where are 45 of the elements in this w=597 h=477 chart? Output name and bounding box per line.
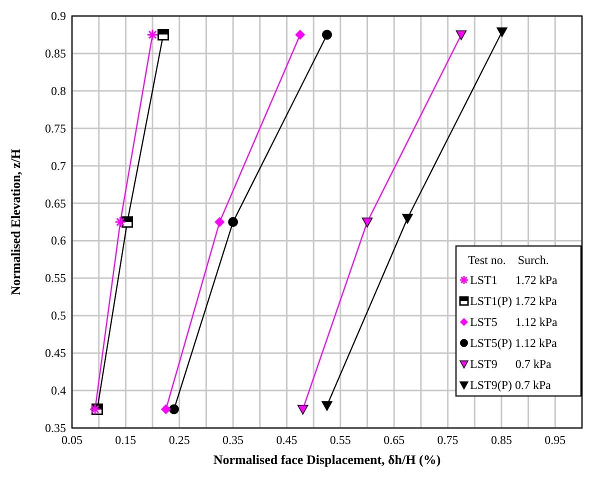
legend-label: LST1(P) 1.72 kPa xyxy=(470,294,558,308)
point xyxy=(122,216,134,228)
y-tick-label: 0.35 xyxy=(45,421,66,435)
legend-label: LST9 0.7 kPa xyxy=(470,357,552,371)
point xyxy=(322,401,332,411)
x-tick-label: 0.85 xyxy=(490,433,512,447)
point xyxy=(214,217,225,227)
y-tick-label: 0.8 xyxy=(51,84,66,98)
legend-label: LST5(P) 1.12 kPa xyxy=(470,336,558,350)
x-tick-label: 0.95 xyxy=(544,433,566,447)
x-tick-label: 0.75 xyxy=(437,433,458,447)
point xyxy=(362,218,373,228)
point xyxy=(169,404,179,414)
point xyxy=(322,30,332,40)
y-tick-label: 0.5 xyxy=(51,308,66,323)
point xyxy=(158,28,170,40)
y-tick-label: 0.75 xyxy=(45,121,66,136)
y-tick-label: 0.9 xyxy=(51,9,66,23)
legend-label: LST9(P) 0.7 kPa xyxy=(470,378,552,392)
legend-label: LST5 1.12 kPa xyxy=(470,315,558,329)
x-tick-label: 0.15 xyxy=(115,433,136,447)
x-tick-label: 0.25 xyxy=(168,433,190,447)
x-tick-label: 0.35 xyxy=(222,433,244,447)
point xyxy=(295,30,306,40)
point xyxy=(496,27,508,38)
point xyxy=(297,404,308,415)
x-tick-label: 0.05 xyxy=(62,433,82,447)
x-tick-label: 0.55 xyxy=(330,433,351,447)
legend-title: Test no. Surch. xyxy=(468,253,549,267)
y-tick-label: 0.65 xyxy=(45,196,66,210)
x-tick-label: 0.45 xyxy=(276,433,298,447)
x-axis-title: Normalised face Displacement, δh/H (%) xyxy=(213,452,441,467)
y-tick-label: 0.55 xyxy=(45,271,66,286)
y-tick-label: 0.6 xyxy=(51,234,66,248)
point xyxy=(160,404,171,414)
y-tick-label: 0.4 xyxy=(51,384,66,398)
y-tick-label: 0.7 xyxy=(51,158,66,173)
point xyxy=(456,30,467,40)
y-tick-label: 0.45 xyxy=(45,346,66,360)
point xyxy=(228,217,238,227)
y-axis-title: Normalised Elevation, z/H xyxy=(8,148,23,296)
x-tick-label: 0.65 xyxy=(384,433,405,447)
point xyxy=(402,214,413,224)
y-tick-label: 0.85 xyxy=(45,46,66,60)
legend-label: LST1 1.72 kPa xyxy=(470,273,558,287)
